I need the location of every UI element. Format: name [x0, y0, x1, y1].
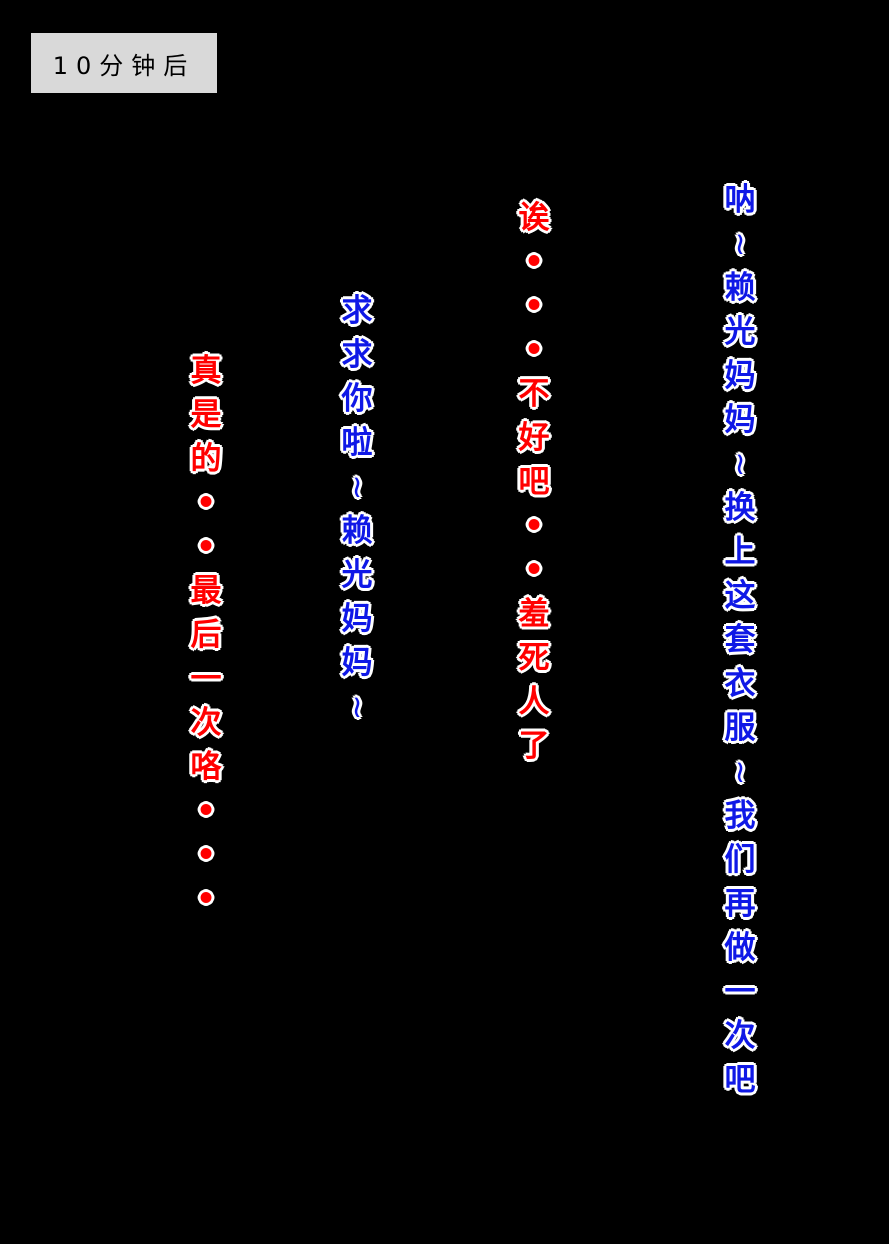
speech-char: ≀: [734, 446, 746, 482]
speech-char: 咯: [190, 749, 222, 785]
speech-char: •: [524, 552, 544, 588]
speech-char: 妈: [724, 402, 756, 438]
speech-char: 套: [724, 622, 756, 658]
speech-char: •: [524, 288, 544, 324]
speech-char: 一: [724, 974, 756, 1010]
speech-char: 赖: [341, 513, 373, 549]
speech-char: •: [196, 881, 216, 917]
speech-char: 了: [518, 728, 550, 764]
speech-char: 求: [341, 293, 373, 329]
speech-char: 不: [518, 376, 550, 412]
speech-char: 做: [724, 930, 756, 966]
speech-char: 妈: [341, 601, 373, 637]
speech-char: 好: [518, 420, 550, 456]
speech-char: 死: [518, 640, 550, 676]
speech-char: •: [196, 485, 216, 521]
speech-char: 妈: [724, 358, 756, 394]
speech-char: 赖: [724, 270, 756, 306]
speech-char: 是: [190, 397, 222, 433]
speech-char: ≀: [734, 226, 746, 262]
speech-line-3: 求求你啦 ≀ 赖光妈妈 ≀: [332, 289, 382, 729]
time-caption-box: 10分钟后: [31, 33, 217, 93]
speech-char: 光: [724, 314, 756, 350]
time-caption: 10分钟后: [52, 51, 196, 80]
speech-line-2: 诶 • • • 不好吧 • • 羞死人了: [509, 196, 559, 768]
speech-line-4: 真是的 • • 最后一次咯 • • •: [181, 349, 231, 921]
speech-char: •: [196, 837, 216, 873]
speech-char: 吧: [518, 464, 550, 500]
speech-char: 后: [190, 617, 222, 653]
speech-char: 呐: [724, 182, 756, 218]
speech-char: 衣: [724, 666, 756, 702]
speech-char: 吧: [724, 1062, 756, 1098]
speech-char: 们: [724, 842, 756, 878]
speech-char: 真: [190, 353, 222, 389]
speech-char: 上: [724, 534, 756, 570]
speech-char: 诶: [518, 200, 550, 236]
speech-char: 这: [724, 578, 756, 614]
speech-char: •: [196, 793, 216, 829]
speech-char: •: [524, 508, 544, 544]
speech-char: 换: [724, 490, 756, 526]
speech-line-1: 呐 ≀ 赖光妈妈 ≀ 换上这套衣服 ≀ 我们再做一次吧: [715, 178, 765, 1102]
speech-char: 次: [724, 1018, 756, 1054]
speech-char: 次: [190, 705, 222, 741]
speech-char: •: [524, 332, 544, 368]
speech-char: 你: [341, 381, 373, 417]
speech-char: •: [196, 529, 216, 565]
speech-char: 一: [190, 661, 222, 697]
speech-char: 求: [341, 337, 373, 373]
speech-char: 我: [724, 798, 756, 834]
speech-char: 最: [190, 573, 222, 609]
speech-char: •: [524, 244, 544, 280]
speech-char: 妈: [341, 645, 373, 681]
speech-char: 服: [724, 710, 756, 746]
speech-char: 人: [518, 684, 550, 720]
speech-char: 啦: [341, 425, 373, 461]
speech-char: 光: [341, 557, 373, 593]
speech-char: 羞: [518, 596, 550, 632]
speech-char: ≀: [351, 689, 363, 725]
speech-char: ≀: [734, 754, 746, 790]
speech-char: 再: [724, 886, 756, 922]
speech-char: 的: [190, 441, 222, 477]
speech-char: ≀: [351, 469, 363, 505]
